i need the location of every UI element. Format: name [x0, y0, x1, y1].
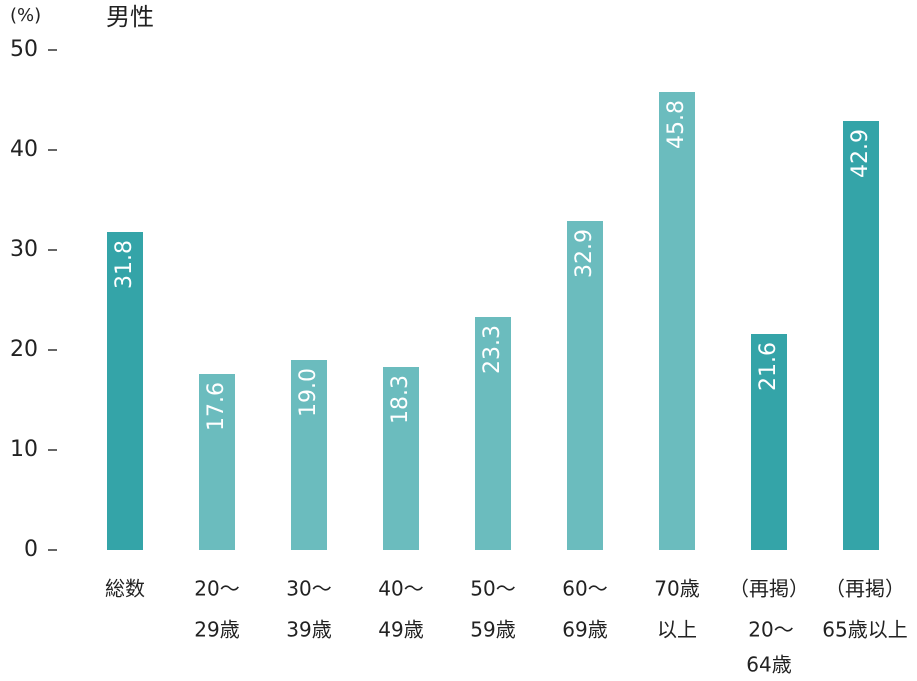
value-label: 19.0: [296, 368, 321, 417]
y-tick-label: 40: [10, 137, 38, 162]
x-tick-label: 30〜: [286, 577, 331, 601]
y-tick-label: 30: [10, 237, 38, 262]
value-label: 31.8: [112, 240, 137, 289]
x-tick-label: 20〜: [194, 577, 239, 601]
value-label: 23.3: [480, 325, 505, 374]
y-tick-label: 0: [24, 537, 38, 562]
x-tick-label: 39歳: [286, 618, 331, 642]
bar: [475, 317, 511, 550]
bar: [199, 374, 235, 550]
bar: [567, 221, 603, 550]
value-label: 21.6: [756, 342, 781, 391]
x-tick-label: 60〜: [562, 577, 607, 601]
y-tick-label: 10: [10, 437, 38, 462]
bar: [751, 334, 787, 550]
x-tick-label: 50〜: [470, 577, 515, 601]
bar: [383, 367, 419, 550]
x-tick-label: 65歳以上: [822, 618, 907, 642]
x-tick-label: 69歳: [562, 618, 607, 642]
bar: [291, 360, 327, 550]
x-tick-label: 40〜: [378, 577, 423, 601]
x-tick-label: 以上: [657, 618, 697, 642]
x-tick-label: 20〜: [748, 618, 793, 642]
y-tick-label: 50: [10, 37, 38, 62]
value-label: 45.8: [664, 100, 689, 149]
y-tick-label: 20: [10, 337, 38, 362]
bar: [843, 121, 879, 550]
value-label: 32.9: [572, 229, 597, 278]
x-tick-label: 29歳: [194, 618, 239, 642]
bar: [659, 92, 695, 550]
chart-title: 男性: [106, 3, 154, 31]
x-tick-label: （再掲）: [729, 577, 809, 601]
x-tick-label: 49歳: [378, 618, 423, 642]
x-tick-label: 59歳: [470, 618, 515, 642]
y-axis-label: (%): [10, 5, 41, 26]
x-tick-label: （再掲）: [825, 577, 905, 601]
value-label: 17.6: [204, 382, 229, 431]
x-tick-label: 64歳: [746, 653, 791, 677]
x-tick-label: 総数: [105, 577, 145, 601]
bar: [107, 232, 143, 550]
value-label: 18.3: [388, 375, 413, 424]
value-label: 42.9: [848, 129, 873, 178]
x-tick-label: 70歳: [654, 577, 699, 601]
